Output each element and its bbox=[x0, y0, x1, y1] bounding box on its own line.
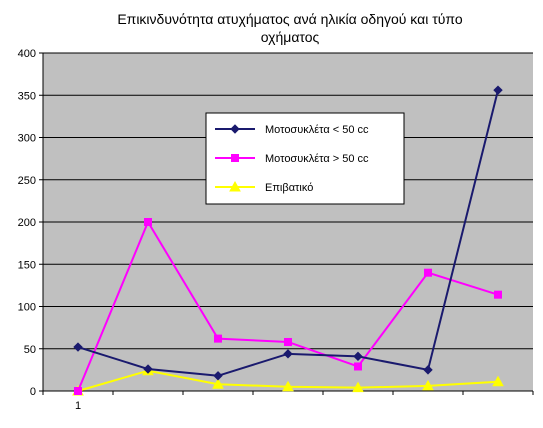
y-tick-label: 250 bbox=[18, 175, 36, 187]
y-tick-label: 300 bbox=[18, 133, 36, 145]
series-2-point bbox=[284, 337, 292, 346]
series-3-point bbox=[352, 381, 364, 393]
chart-title-line-2: οχήματος bbox=[261, 29, 320, 45]
legend-label: Μοτοσυκλέτα < 50 cc bbox=[265, 124, 369, 136]
y-tick-label: 400 bbox=[18, 48, 36, 60]
y-tick-label: 200 bbox=[18, 217, 36, 229]
series-1-point bbox=[143, 364, 153, 374]
series-1-point bbox=[423, 365, 433, 375]
y-tick-label: 50 bbox=[24, 344, 36, 356]
chart-title-line-1: Επικινδυνότητα ατυχήματος ανά ηλικία οδη… bbox=[117, 11, 463, 27]
series-layer bbox=[72, 85, 504, 396]
y-tick-label: 350 bbox=[18, 90, 36, 102]
series-1 bbox=[73, 85, 503, 381]
axes: 0 50 100 150 200 250 300 350 400 1 bbox=[18, 48, 534, 412]
series-3-point bbox=[422, 379, 434, 391]
series-3-point bbox=[492, 375, 504, 387]
series-1-point bbox=[493, 85, 503, 95]
legend-swatch-marker bbox=[231, 154, 239, 162]
y-tick-label: 150 bbox=[18, 259, 36, 271]
series-1-point bbox=[73, 342, 83, 352]
series-2-point bbox=[144, 218, 152, 226]
series-2-point bbox=[494, 290, 502, 299]
legend-label: Μοτοσυκλέτα > 50 cc bbox=[265, 153, 369, 165]
series-2-point bbox=[74, 387, 82, 395]
legend: Μοτοσυκλέτα < 50 cc Μοτοσυκλέτα > 50 cc Επ… bbox=[205, 112, 405, 205]
series-3-point bbox=[282, 380, 294, 392]
legend-label: Επιβατικό bbox=[265, 182, 313, 194]
x-tick-label: 1 bbox=[75, 400, 81, 412]
y-tick-label: 0 bbox=[30, 386, 36, 398]
series-2-point bbox=[424, 268, 432, 277]
y-tick-label: 100 bbox=[18, 302, 36, 314]
legend-swatch-marker bbox=[230, 124, 240, 134]
series-3-point bbox=[212, 378, 224, 389]
series-2-point bbox=[214, 334, 222, 343]
series-2-point bbox=[354, 362, 362, 371]
series-2 bbox=[74, 218, 502, 395]
series-1-point bbox=[353, 351, 363, 362]
legend-swatch-marker bbox=[229, 180, 241, 192]
series-1-point bbox=[213, 371, 223, 381]
series-1-point bbox=[283, 349, 293, 359]
